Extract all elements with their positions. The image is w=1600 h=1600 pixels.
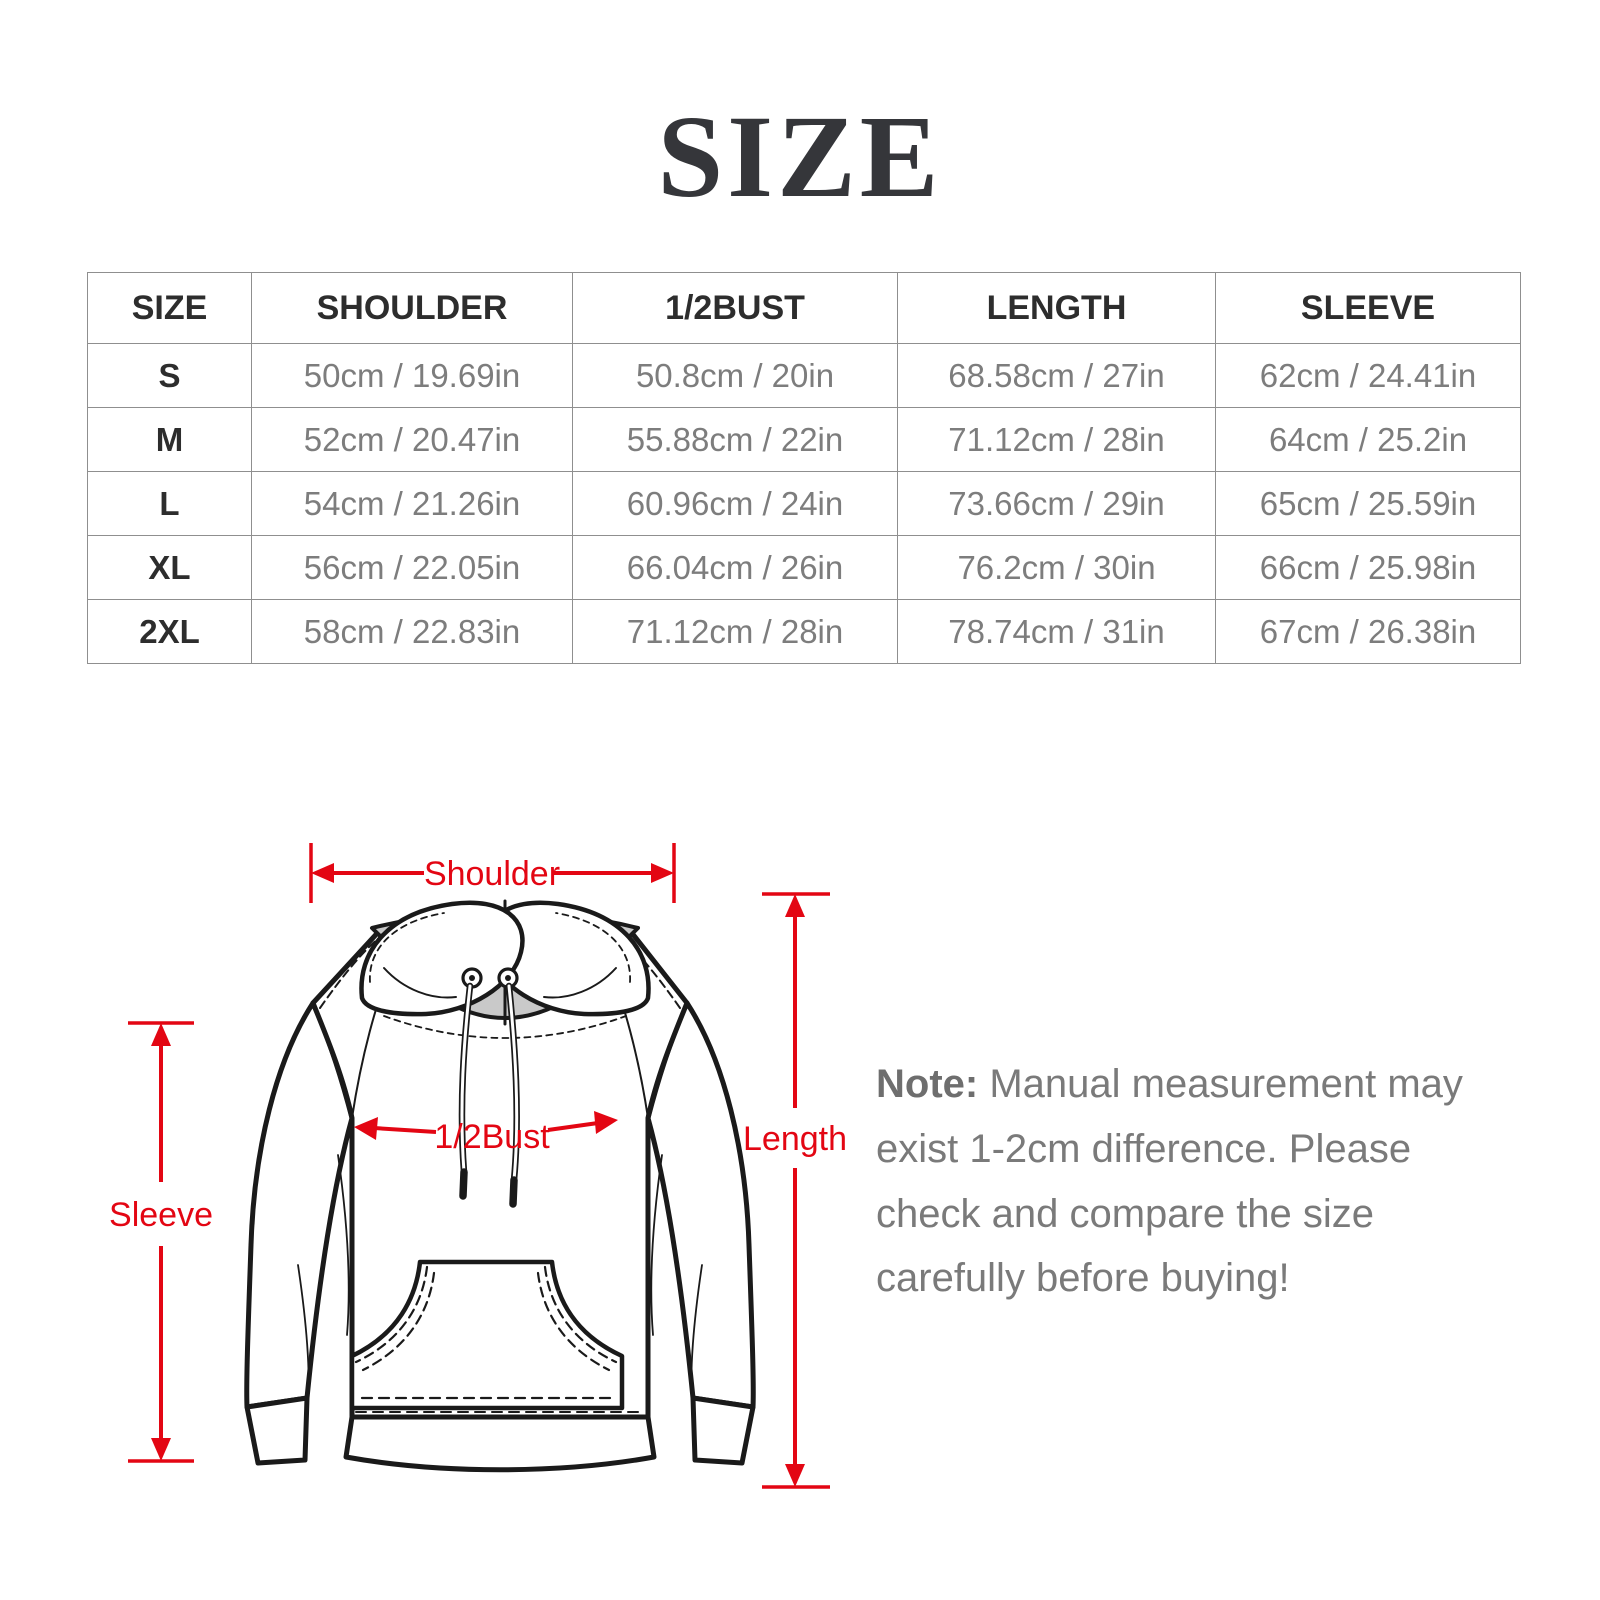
table-row: 2XL 58cm / 22.83in 71.12cm / 28in 78.74c… <box>87 599 1521 664</box>
size-table: SIZE SHOULDER 1/2BUST LENGTH SLEEVE S 50… <box>87 272 1521 664</box>
header-row: SIZE SHOULDER 1/2BUST LENGTH SLEEVE <box>87 272 1521 344</box>
hoodie-drawstrings <box>458 967 520 1208</box>
table-cell: 76.2cm / 30in <box>897 535 1216 600</box>
table-row: L 54cm / 21.26in 60.96cm / 24in 73.66cm … <box>87 471 1521 536</box>
length-arrow-label: Length <box>743 1120 847 1158</box>
hoodie-collar <box>359 900 651 1039</box>
measurement-note: Note: Manual measurement may exist 1-2cm… <box>876 1052 1484 1311</box>
table-cell: 66cm / 25.98in <box>1215 535 1521 600</box>
size-label-cell: XL <box>87 535 252 600</box>
table-row: M 52cm / 20.47in 55.88cm / 22in 71.12cm … <box>87 407 1521 472</box>
table-row: XL 56cm / 22.05in 66.04cm / 26in 76.2cm … <box>87 535 1521 600</box>
table-cell: 64cm / 25.2in <box>1215 407 1521 472</box>
half-bust-arrow: 1/2Bust <box>354 1111 618 1156</box>
shoulder-arrow-label: Shoulder <box>424 855 560 893</box>
table-cell: 78.74cm / 31in <box>897 599 1216 664</box>
size-label-cell: S <box>87 343 252 408</box>
shoulder-arrow: Shoulder <box>309 843 676 903</box>
table-cell: 50.8cm / 20in <box>572 343 898 408</box>
hoodie-hem-band <box>343 1414 657 1473</box>
hoodie-pocket <box>349 1259 625 1411</box>
table-cell: 55.88cm / 22in <box>572 407 898 472</box>
page-title: SIZE <box>657 91 943 222</box>
table-cell: 62cm / 24.41in <box>1215 343 1521 408</box>
hoodie-body <box>310 925 690 1420</box>
half-bust-arrow-label: 1/2Bust <box>434 1118 550 1156</box>
column-header-sleeve: SLEEVE <box>1215 272 1521 344</box>
table-cell: 71.12cm / 28in <box>572 599 898 664</box>
note-text: Manual measurement may exist 1-2cm diffe… <box>876 1062 1463 1301</box>
dimension-arrows: Shoulder Sleeve Length 1/2Bust <box>109 843 847 1489</box>
sleeve-arrow-label: Sleeve <box>109 1196 213 1234</box>
table-cell: 60.96cm / 24in <box>572 471 898 536</box>
table-cell: 56cm / 22.05in <box>251 535 573 600</box>
table-cell: 58cm / 22.83in <box>251 599 573 664</box>
table-cell: 73.66cm / 29in <box>897 471 1216 536</box>
size-label-cell: M <box>87 407 252 472</box>
note-label: Note: <box>876 1062 979 1106</box>
table-cell: 52cm / 20.47in <box>251 407 573 472</box>
column-header-halfbust: 1/2BUST <box>572 272 898 344</box>
hoodie-cuffs <box>244 1395 756 1466</box>
table-cell: 71.12cm / 28in <box>897 407 1216 472</box>
length-arrow: Length <box>743 892 847 1489</box>
table-cell: 67cm / 26.38in <box>1215 599 1521 664</box>
hoodie-sketch <box>244 899 756 1473</box>
column-header-size: SIZE <box>87 272 252 344</box>
table-cell: 50cm / 19.69in <box>251 343 573 408</box>
hoodie-sleeves <box>244 1000 756 1410</box>
table-cell: 54cm / 21.26in <box>251 471 573 536</box>
sleeve-arrow: Sleeve <box>109 1021 213 1463</box>
table-cell: 66.04cm / 26in <box>572 535 898 600</box>
size-label-cell: 2XL <box>87 599 252 664</box>
table-row: S 50cm / 19.69in 50.8cm / 20in 68.58cm /… <box>87 343 1521 408</box>
size-label-cell: L <box>87 471 252 536</box>
